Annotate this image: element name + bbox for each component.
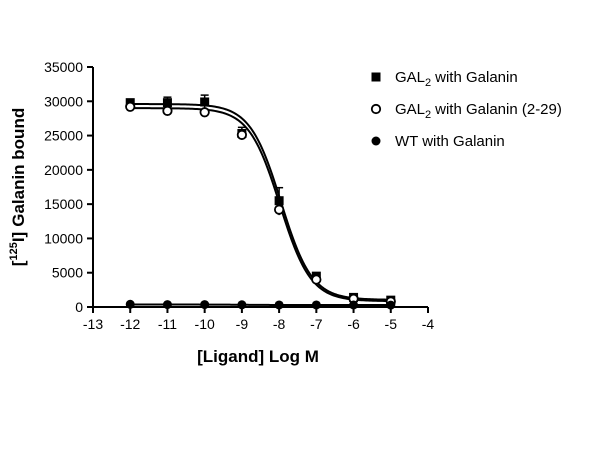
- legend-label-prefix: GAL: [395, 69, 425, 86]
- fit-curve-series-1: [130, 104, 391, 300]
- data-point-series-3: [126, 300, 135, 309]
- data-point-series-1: [200, 97, 209, 106]
- data-point-series-2: [312, 275, 320, 283]
- fit-curve-series-2: [130, 108, 391, 301]
- x-tick-label: -8: [273, 316, 286, 332]
- y-axis-title-text: Galanin bound: [9, 108, 28, 227]
- legend-label-series-3: WT with Galanin: [395, 133, 505, 150]
- y-axis-title-element: I]: [9, 232, 28, 242]
- data-point-series-2: [163, 107, 171, 115]
- x-tick-label: -7: [310, 316, 323, 332]
- x-tick-label: -4: [422, 316, 435, 332]
- axes: 0 5000 10000 15000 20000 25000 30000 35000 -13 -1…: [44, 59, 434, 332]
- y-tick-label: 15000: [44, 196, 83, 212]
- legend-marker-series-3: [372, 137, 381, 146]
- fit-curves: [130, 104, 391, 305]
- y-tick-label: 0: [75, 299, 83, 315]
- data-point-series-3: [386, 301, 395, 310]
- y-axis-title: [125I]Galanin bound: [8, 108, 28, 266]
- data-point-series-2: [275, 205, 283, 213]
- x-tick-label: -12: [120, 316, 140, 332]
- legend-label-subscript: 2: [425, 77, 431, 89]
- data-point-series-3: [349, 300, 358, 309]
- x-tick-label: -9: [236, 316, 249, 332]
- y-tick-label: 20000: [44, 162, 83, 178]
- legend-label-text: WT with Galanin: [395, 133, 505, 150]
- data-point-series-3: [237, 300, 246, 309]
- x-tick-label: -5: [385, 316, 398, 332]
- legend-label-prefix: GAL: [395, 101, 425, 118]
- legend-label-text: with Galanin: [434, 69, 518, 86]
- y-tick-label: 30000: [44, 93, 83, 109]
- data-point-series-2: [126, 103, 134, 111]
- x-tick-label: -10: [195, 316, 215, 332]
- data-point-series-3: [275, 300, 284, 309]
- legend-label-text: with Galanin (2-29): [434, 101, 562, 118]
- x-tick-label: -11: [158, 316, 177, 332]
- data-points: [126, 95, 396, 309]
- y-tick-label: 35000: [44, 59, 83, 75]
- y-tick-label: 25000: [44, 128, 83, 144]
- y-tick-label: 10000: [44, 230, 83, 246]
- data-point-series-3: [312, 300, 321, 309]
- x-tick-label: -6: [347, 316, 360, 332]
- y-axis-title-superscript: 125: [8, 242, 20, 260]
- data-point-series-2: [238, 131, 246, 139]
- x-tick-label: -13: [83, 316, 103, 332]
- data-point-series-3: [163, 300, 172, 309]
- y-tick-label: 5000: [52, 265, 83, 281]
- legend-marker-series-1: [372, 73, 381, 82]
- x-axis-title: [Ligand] Log M: [197, 347, 319, 366]
- legend-marker-series-2: [372, 105, 380, 113]
- data-point-series-3: [200, 300, 209, 309]
- data-point-series-2: [200, 108, 208, 116]
- legend-label-subscript: 2: [425, 109, 431, 121]
